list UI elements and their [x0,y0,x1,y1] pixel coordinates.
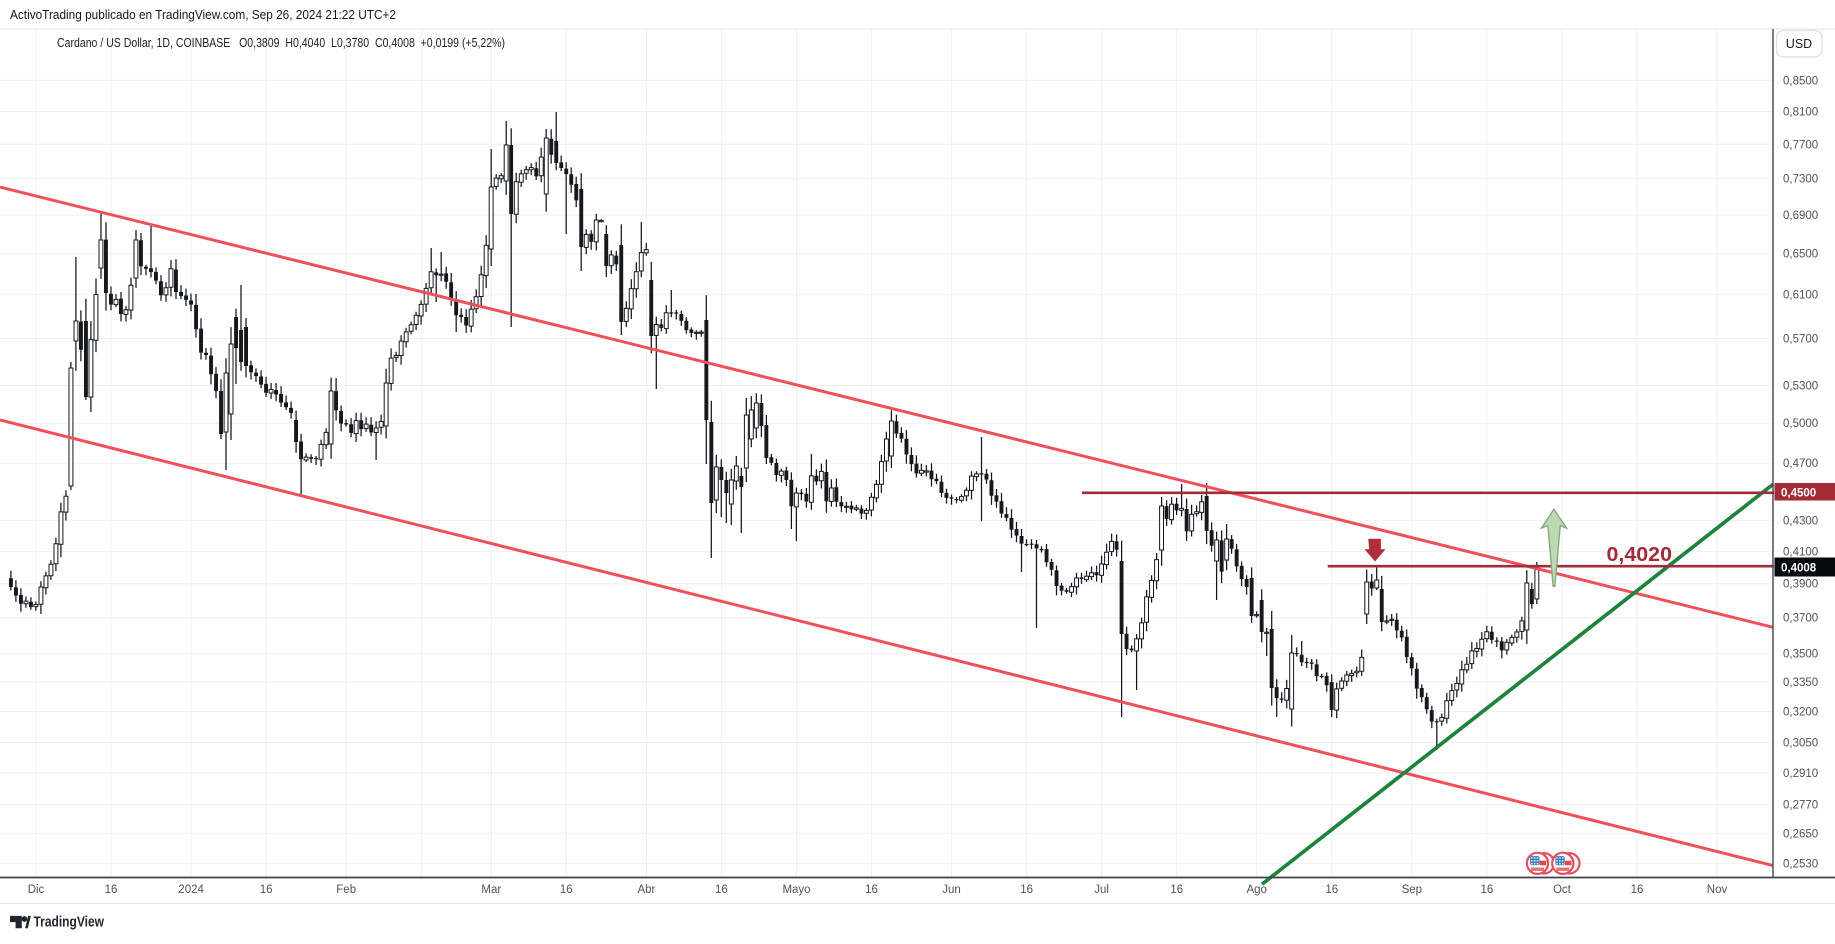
svg-text:0,2770: 0,2770 [1783,800,1818,812]
svg-text:0,2650: 0,2650 [1783,828,1818,840]
svg-text:2024: 2024 [178,884,204,896]
svg-text:Ago: Ago [1246,884,1266,896]
svg-text:0,3350: 0,3350 [1783,677,1818,689]
svg-text:Dic: Dic [28,884,45,896]
svg-text:0,7300: 0,7300 [1783,174,1818,186]
svg-text:0,4700: 0,4700 [1783,458,1818,470]
svg-text:16: 16 [1325,884,1338,896]
svg-text:0,6100: 0,6100 [1783,290,1818,302]
svg-text:16: 16 [105,884,118,896]
svg-text:Feb: Feb [336,884,356,896]
svg-text:Mar: Mar [481,884,501,896]
svg-text:0,4020: 0,4020 [1607,544,1673,566]
svg-text:0,6500: 0,6500 [1783,249,1818,261]
svg-text:0,6900: 0,6900 [1783,210,1818,222]
svg-text:0,4500: 0,4500 [1781,487,1816,499]
svg-text:0,4300: 0,4300 [1783,516,1818,528]
svg-text:0,3050: 0,3050 [1783,738,1818,750]
svg-text:TradingView: TradingView [34,914,105,931]
svg-text:Mayo: Mayo [782,884,810,896]
svg-text:16: 16 [560,884,573,896]
svg-text:0,3700: 0,3700 [1783,613,1818,625]
svg-text:0,5300: 0,5300 [1783,381,1818,393]
svg-text:16: 16 [260,884,273,896]
svg-text:Oct: Oct [1553,884,1572,896]
svg-text:16: 16 [715,884,728,896]
svg-text:0,4100: 0,4100 [1783,546,1818,558]
svg-text:Jun: Jun [942,884,961,896]
svg-text:16: 16 [1631,884,1644,896]
svg-text:0,8500: 0,8500 [1783,75,1818,87]
svg-text:16: 16 [865,884,878,896]
svg-text:0,5000: 0,5000 [1783,418,1818,430]
svg-text:Jul: Jul [1094,884,1109,896]
svg-text:ActivoTrading publicado en Tra: ActivoTrading publicado en TradingView.c… [10,7,396,22]
svg-text:0,3500: 0,3500 [1783,649,1818,661]
svg-text:0,2910: 0,2910 [1783,768,1818,780]
svg-text:0,7700: 0,7700 [1783,139,1818,151]
svg-text:Abr: Abr [637,884,655,896]
svg-text:0,3200: 0,3200 [1783,707,1818,719]
svg-text:Cardano / US Dollar, 1D, COINB: Cardano / US Dollar, 1D, COINBASE O0,380… [57,35,505,50]
svg-text:0,3900: 0,3900 [1783,579,1818,591]
svg-text:0,4008: 0,4008 [1781,563,1817,575]
svg-text:0,8100: 0,8100 [1783,107,1818,119]
svg-text:Sep: Sep [1402,884,1422,896]
svg-text:USD: USD [1786,37,1812,51]
svg-text:16: 16 [1481,884,1494,896]
svg-text:16: 16 [1020,884,1033,896]
svg-text:0,2530: 0,2530 [1783,858,1818,870]
svg-text:16: 16 [1170,884,1183,896]
svg-text:Nov: Nov [1707,884,1728,896]
svg-text:0,5700: 0,5700 [1783,334,1818,346]
